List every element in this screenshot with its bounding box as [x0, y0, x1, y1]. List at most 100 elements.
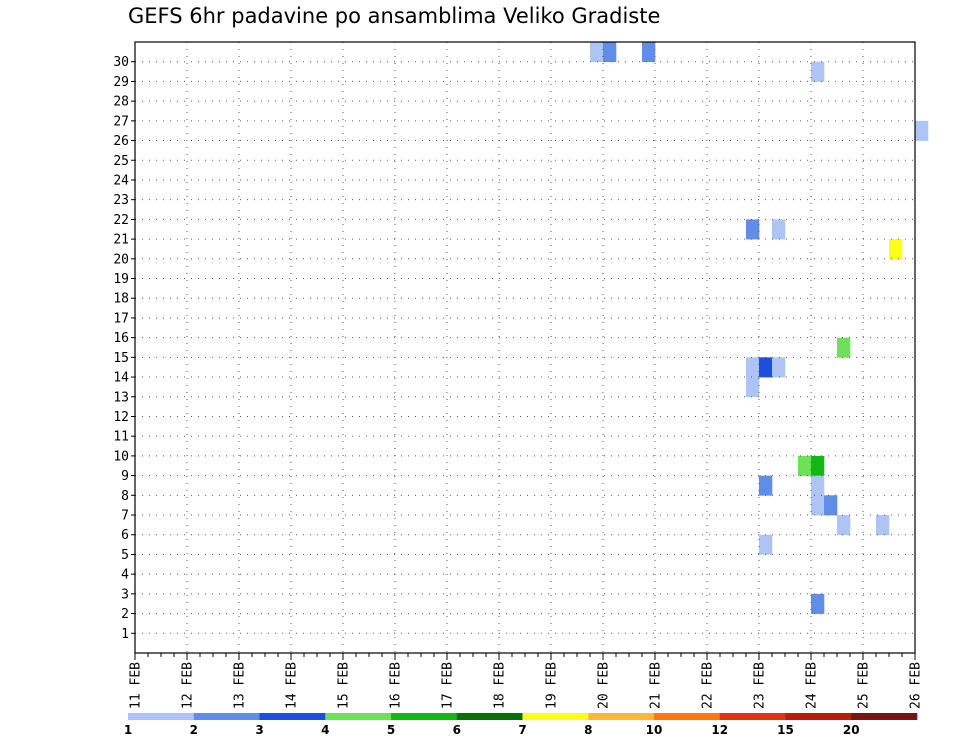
colorbar-label: 7 — [518, 723, 526, 737]
heatmap-cell — [746, 219, 760, 240]
y-tick-label: 12 — [113, 410, 129, 425]
y-tick-label: 3 — [121, 587, 129, 602]
x-tick-label: 16 FEB — [389, 662, 404, 709]
heatmap-cell — [811, 61, 825, 82]
x-tick-label: 21 FEB — [649, 662, 664, 709]
y-tick-label: 22 — [113, 213, 129, 228]
colorbar-label: 6 — [453, 723, 461, 737]
y-tick-label: 1 — [121, 627, 129, 642]
y-tick-label: 17 — [113, 311, 129, 326]
x-tick-label: 22 FEB — [701, 662, 716, 709]
y-tick-label: 21 — [113, 233, 129, 248]
colorbar-label: 20 — [843, 723, 860, 737]
x-tick-label: 15 FEB — [337, 662, 352, 709]
x-tick-label: 19 FEB — [545, 662, 560, 709]
x-tick-label: 14 FEB — [285, 662, 300, 709]
heatmap-cell — [837, 337, 851, 358]
y-tick-label: 7 — [121, 509, 129, 524]
heatmap-cell — [642, 42, 656, 63]
axes-layer: 1234567891011121314151617181920212223242… — [113, 41, 924, 709]
y-tick-label: 6 — [121, 528, 129, 543]
y-tick-label: 27 — [113, 114, 129, 129]
y-tick-label: 16 — [113, 331, 129, 346]
y-tick-label: 19 — [113, 272, 129, 287]
y-tick-label: 11 — [113, 430, 129, 445]
grid-lines — [135, 42, 915, 653]
colorbar-swatch — [193, 713, 260, 720]
y-tick-label: 23 — [113, 193, 129, 208]
colorbar-label: 8 — [584, 723, 592, 737]
colorbar-swatch — [851, 713, 918, 720]
colorbar-swatch — [785, 713, 852, 720]
heatmap-cell — [772, 357, 786, 378]
y-tick-label: 26 — [113, 134, 129, 149]
y-tick-label: 2 — [121, 607, 129, 622]
heatmap-cell — [759, 475, 773, 496]
plot-frame — [134, 41, 916, 654]
heatmap-cell — [915, 120, 929, 141]
y-tick-label: 15 — [113, 351, 129, 366]
colorbar-label: 1 — [124, 723, 132, 737]
colorbar-label: 3 — [255, 723, 263, 737]
x-tick-label: 23 FEB — [753, 662, 768, 709]
colorbar-swatch — [456, 713, 523, 720]
heatmap-cell — [811, 593, 825, 614]
colorbar: 1 2 3 4 5 6 7 8 10 12 15 20 — [124, 713, 918, 737]
colorbar-swatch — [391, 713, 458, 720]
heatmap-cell — [811, 495, 825, 516]
x-tick-label: 12 FEB — [181, 662, 196, 709]
y-tick-label: 30 — [113, 55, 129, 70]
colorbar-swatch — [259, 713, 326, 720]
y-tick-label: 10 — [113, 449, 129, 464]
heatmap-cell — [824, 495, 838, 516]
colorbar-label: 10 — [646, 723, 663, 737]
y-tick-label: 4 — [121, 568, 129, 583]
x-tick-label: 24 FEB — [805, 662, 820, 709]
y-tick-label: 18 — [113, 292, 129, 307]
heatmap-cell — [876, 515, 890, 536]
heatmap-cell — [811, 475, 825, 496]
heatmap-cell — [746, 357, 760, 378]
colorbar-swatch — [588, 713, 655, 720]
colorbar-swatch — [654, 713, 721, 720]
x-tick-label: 11 FEB — [129, 662, 144, 709]
y-tick-label: 13 — [113, 390, 129, 405]
heatmap-cell — [811, 455, 825, 476]
colorbar-label: 2 — [190, 723, 198, 737]
x-tick-label: 25 FEB — [857, 662, 872, 709]
heatmap-cell — [889, 239, 903, 260]
colorbar-swatch — [325, 713, 392, 720]
colorbar-swatch — [128, 713, 195, 720]
x-tick-label: 20 FEB — [597, 662, 612, 709]
y-tick-label: 28 — [113, 95, 129, 110]
colorbar-swatch — [522, 713, 589, 720]
heatmap-cell — [798, 455, 812, 476]
y-tick-label: 9 — [121, 469, 129, 484]
data-cells-layer — [590, 42, 929, 614]
x-tick-label: 26 FEB — [909, 662, 924, 709]
heatmap-cell — [772, 219, 786, 240]
y-tick-label: 20 — [113, 252, 129, 267]
y-tick-label: 24 — [113, 173, 129, 188]
heatmap-cell — [837, 515, 851, 536]
x-tick-label: 18 FEB — [493, 662, 508, 709]
heatmap-cell — [759, 357, 773, 378]
colorbar-label: 4 — [321, 723, 329, 737]
heatmap-cell — [759, 534, 773, 555]
heatmap-cell — [590, 42, 604, 63]
y-tick-label: 8 — [121, 489, 129, 504]
heatmap-cell — [746, 377, 760, 398]
heatmap-cell — [603, 42, 617, 63]
y-tick-label: 29 — [113, 75, 129, 90]
x-tick-label: 13 FEB — [233, 662, 248, 709]
y-tick-label: 25 — [113, 154, 129, 169]
y-tick-label: 5 — [121, 548, 129, 563]
colorbar-label: 12 — [711, 723, 728, 737]
y-tick-label: 14 — [113, 371, 129, 386]
chart-title: GEFS 6hr padavine po ansamblima Veliko G… — [128, 4, 661, 28]
x-tick-label: 17 FEB — [441, 662, 456, 709]
colorbar-swatch — [719, 713, 786, 720]
colorbar-label: 5 — [387, 723, 395, 737]
colorbar-label: 15 — [777, 723, 794, 737]
